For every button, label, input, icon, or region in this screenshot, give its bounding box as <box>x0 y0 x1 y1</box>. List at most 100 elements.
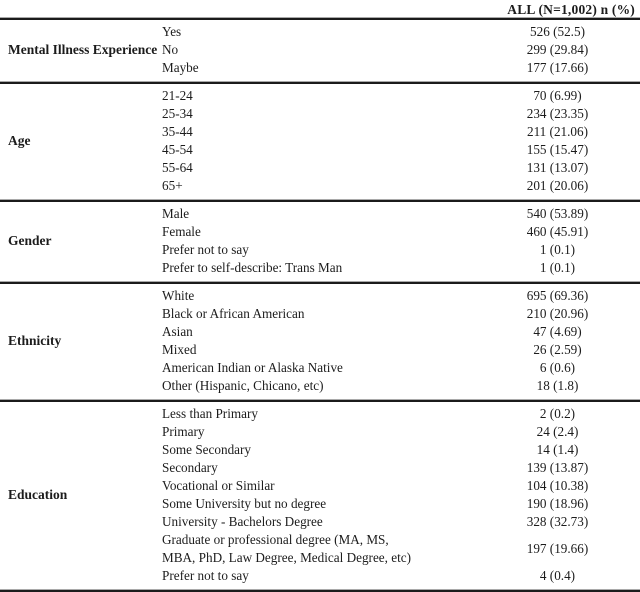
table-row: 45-54 155 (15.47) <box>162 141 640 159</box>
row-value: 299 (29.84) <box>526 42 589 57</box>
section-rule <box>0 281 640 284</box>
category-label-gender: Gender <box>8 233 52 248</box>
row-label: 25-34 <box>162 106 193 121</box>
table-row: Male 540 (53.89) <box>162 205 640 223</box>
section-rows: White 695 (69.36) Black or African Ameri… <box>162 287 640 395</box>
table-row: Prefer not to say 4 (0.4) <box>162 567 640 585</box>
table-row: Secondary 139 (13.87) <box>162 459 640 477</box>
category-label-mental-illness-experience: Mental Illness Experience <box>8 42 158 57</box>
row-label: Some University but no degree <box>162 496 327 511</box>
section-ethnicity: Ethnicity White 695 (69.36) Black or Afr… <box>0 284 640 398</box>
row-value: 24 (2.4) <box>536 424 579 439</box>
row-label: Less than Primary <box>162 406 258 421</box>
table-row: 65+ 201 (20.06) <box>162 177 640 195</box>
row-value: 131 (13.07) <box>526 160 589 175</box>
table-row: Graduate or professional degree (MA, MS,… <box>162 531 640 567</box>
row-value: 139 (13.87) <box>526 460 589 475</box>
table-row: Other (Hispanic, Chicano, etc) 18 (1.8) <box>162 377 640 395</box>
row-label: University - Bachelors Degree <box>162 514 323 529</box>
table-row: Vocational or Similar 104 (10.38) <box>162 477 640 495</box>
row-label: Mixed <box>162 342 197 357</box>
table-row: Prefer not to say 1 (0.1) <box>162 241 640 259</box>
section-rows: Less than Primary 2 (0.2) Primary 24 (2.… <box>162 405 640 585</box>
table-row: Some University but no degree 190 (18.96… <box>162 495 640 513</box>
row-label: Black or African American <box>162 306 305 321</box>
row-value: 177 (17.66) <box>526 60 589 75</box>
row-label: White <box>162 288 195 303</box>
section-rule <box>0 399 640 402</box>
table-row: Female 460 (45.91) <box>162 223 640 241</box>
section-rows: 21-24 70 (6.99) 25-34 234 (23.35) 35-44 … <box>162 87 640 195</box>
row-value: 234 (23.35) <box>526 106 589 121</box>
row-label: Secondary <box>162 460 218 475</box>
table-row: Primary 24 (2.4) <box>162 423 640 441</box>
row-value: 190 (18.96) <box>526 496 589 511</box>
row-label: 21-24 <box>162 88 193 103</box>
row-value: 460 (45.91) <box>526 224 589 239</box>
row-label: Male <box>162 206 190 221</box>
row-value: 14 (1.4) <box>536 442 579 457</box>
table-row: Black or African American 210 (20.96) <box>162 305 640 323</box>
row-value: 201 (20.06) <box>526 178 589 193</box>
row-label: No <box>162 42 179 57</box>
table-row: American Indian or Alaska Native 6 (0.6) <box>162 359 640 377</box>
row-value: 526 (52.5) <box>530 24 585 39</box>
category-label-education: Education <box>8 487 68 502</box>
table-row: Maybe 177 (17.66) <box>162 59 640 77</box>
row-label: Some Secondary <box>162 442 251 457</box>
table-row: 35-44 211 (21.06) <box>162 123 640 141</box>
row-value: 2 (0.2) <box>539 406 576 421</box>
section-rule <box>0 81 640 84</box>
row-label: Female <box>162 224 201 239</box>
row-value: 211 (21.06) <box>526 124 589 139</box>
row-value: 210 (20.96) <box>526 306 589 321</box>
table-row: 55-64 131 (13.07) <box>162 159 640 177</box>
table-row: Some Secondary 14 (1.4) <box>162 441 640 459</box>
row-value: 197 (19.66) <box>526 541 589 556</box>
row-value: 6 (0.6) <box>539 360 576 375</box>
table-row: 21-24 70 (6.99) <box>162 87 640 105</box>
row-value: 70 (6.99) <box>533 88 582 103</box>
row-label: Graduate or professional degree (MA, MS,… <box>162 532 412 565</box>
row-label: Other (Hispanic, Chicano, etc) <box>162 378 324 393</box>
row-value: 1 (0.1) <box>539 260 576 275</box>
row-value: 26 (2.59) <box>533 342 582 357</box>
header-rule <box>0 17 640 20</box>
column-header-all-n-pct: ALL (N=1,002) n (%) <box>507 2 635 17</box>
row-label: American Indian or Alaska Native <box>162 360 343 375</box>
section-gender: Gender Male 540 (53.89) Female 460 (45.9… <box>0 202 640 280</box>
table-row: 25-34 234 (23.35) <box>162 105 640 123</box>
table-header-row: ALL (N=1,002) n (%) <box>0 1 640 17</box>
section-mental-illness-experience: Mental Illness Experience Yes 526 (52.5)… <box>0 20 640 80</box>
section-education: Education Less than Primary 2 (0.2) Prim… <box>0 402 640 588</box>
row-label: 55-64 <box>162 160 193 175</box>
row-label: Maybe <box>162 60 199 75</box>
row-label: Prefer to self-describe: Trans Man <box>162 260 343 275</box>
section-age: Age 21-24 70 (6.99) 25-34 234 (23.35) 35… <box>0 84 640 198</box>
row-label: Prefer not to say <box>162 242 249 257</box>
row-value: 104 (10.38) <box>526 478 589 493</box>
row-value: 47 (4.69) <box>533 324 582 339</box>
section-rows: Male 540 (53.89) Female 460 (45.91) Pref… <box>162 205 640 277</box>
category-label-age: Age <box>8 133 31 148</box>
row-label: 45-54 <box>162 142 193 157</box>
row-value: 4 (0.4) <box>539 568 576 583</box>
table-row: Prefer to self-describe: Trans Man 1 (0.… <box>162 259 640 277</box>
table-row: Mixed 26 (2.59) <box>162 341 640 359</box>
row-value: 1 (0.1) <box>539 242 576 257</box>
row-value: 695 (69.36) <box>526 288 589 303</box>
row-label: Asian <box>162 324 193 339</box>
row-value: 540 (53.89) <box>526 206 589 221</box>
row-label: 65+ <box>162 178 183 193</box>
row-label: 35-44 <box>162 124 193 139</box>
row-label: Primary <box>162 424 205 439</box>
table-row: No 299 (29.84) <box>162 41 640 59</box>
table-row: Yes 526 (52.5) <box>162 23 640 41</box>
table-row: White 695 (69.36) <box>162 287 640 305</box>
row-label: Yes <box>162 24 182 39</box>
table-row: University - Bachelors Degree 328 (32.73… <box>162 513 640 531</box>
row-value: 18 (1.8) <box>536 378 579 393</box>
table-row: Asian 47 (4.69) <box>162 323 640 341</box>
table-row: Less than Primary 2 (0.2) <box>162 405 640 423</box>
